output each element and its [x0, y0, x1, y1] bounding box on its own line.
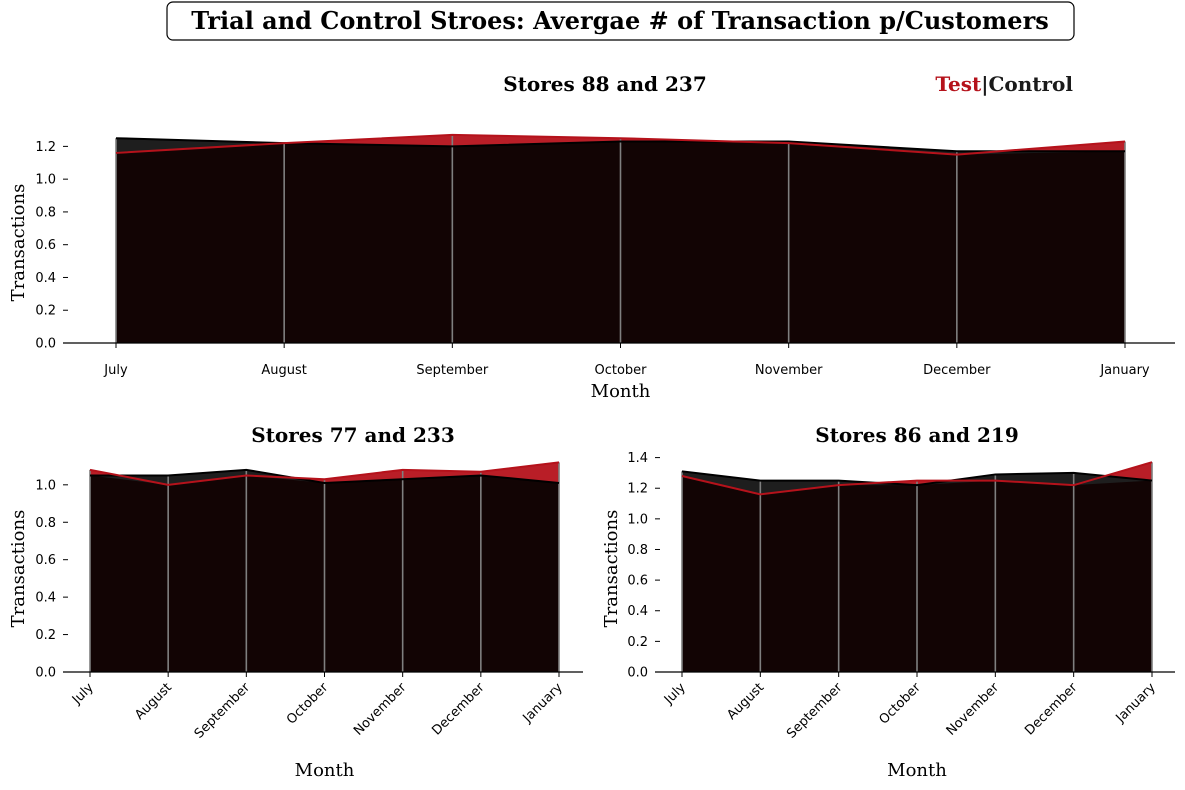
- y-tick-label: 0.6: [627, 574, 648, 589]
- y-tick-label: 1.2: [35, 140, 56, 155]
- x-tick-label-december: December: [1022, 680, 1081, 739]
- x-tick-label-july: July: [103, 363, 128, 378]
- y-tick-label: 0.8: [35, 516, 56, 531]
- x-tick-label-september: September: [784, 680, 846, 742]
- legend-control-label: Control: [988, 72, 1073, 96]
- x-tick-label-november: November: [944, 680, 1003, 739]
- y-tick-label: 0.4: [35, 271, 56, 286]
- legend-separator: |: [981, 72, 988, 96]
- y-tick-label: 1.0: [35, 478, 56, 493]
- panel-title: Stores 86 and 219: [815, 423, 1019, 447]
- y-tick-label: 0.0: [627, 666, 648, 681]
- y-tick-label: 1.0: [627, 512, 648, 527]
- chart-panel-stores-88-237: 0.0 0.2 0.4 0.6 0.8 1.0 1.2 July August September…: [8, 72, 1175, 402]
- x-tick-label-september: September: [192, 680, 254, 742]
- figure-title: Trial and Control Stroes: Avergae # of T…: [191, 6, 1048, 35]
- y-axis-label: Transactions: [8, 184, 29, 302]
- y-tick-label: 0.2: [35, 304, 56, 319]
- x-tick-label-july: July: [69, 680, 97, 708]
- y-tick-label: 1.2: [627, 482, 648, 497]
- y-tick-label: 0.4: [35, 591, 56, 606]
- y-tick-label: 0.6: [35, 553, 56, 568]
- x-tick-label-november: November: [351, 680, 410, 739]
- chart-panel-stores-77-233: 0.0 0.2 0.4 0.6 0.8 1.0 July August September Oct…: [8, 423, 583, 781]
- x-axis-label: Month: [591, 381, 651, 402]
- y-axis-label: Transactions: [601, 510, 622, 628]
- x-tick-label-october: October: [876, 680, 924, 728]
- y-tick-label: 0.6: [35, 238, 56, 253]
- y-axis-label: Transactions: [8, 510, 29, 628]
- y-tick-label: 0.8: [627, 543, 648, 558]
- legend-test-label: Test: [935, 72, 982, 96]
- x-tick-label-september: September: [416, 363, 489, 378]
- y-tick-label: 0.4: [627, 604, 648, 619]
- x-axis-label: Month: [887, 760, 947, 781]
- x-tick-label-november: November: [755, 363, 823, 378]
- x-tick-label-january: January: [1099, 363, 1150, 378]
- y-tick-label: 0.0: [35, 337, 56, 352]
- x-tick-label-december: December: [923, 363, 991, 378]
- x-tick-label-december: December: [429, 680, 488, 739]
- legend: Test|Control: [935, 72, 1073, 96]
- x-tick-label-october: October: [284, 680, 332, 728]
- panel-title: Stores 88 and 237: [503, 72, 707, 96]
- x-tick-label-july: July: [661, 680, 689, 708]
- x-axis-label: Month: [295, 760, 355, 781]
- y-tick-label: 1.0: [35, 173, 56, 188]
- x-tick-label-august: August: [724, 680, 767, 723]
- x-tick-label-october: October: [594, 363, 647, 378]
- panel-title: Stores 77 and 233: [251, 423, 455, 447]
- y-tick-label: 0.2: [35, 628, 56, 643]
- x-tick-label-august: August: [261, 363, 307, 378]
- figure-title-group: Trial and Control Stroes: Avergae # of T…: [166, 1, 1075, 41]
- y-tick-label: 0.8: [35, 205, 56, 220]
- chart-panel-stores-86-219: 0.0 0.2 0.4 0.6 0.8 1.0 1.2 1.4 July August Septem…: [601, 423, 1175, 781]
- y-tick-label: 0.2: [627, 635, 648, 650]
- y-tick-label: 0.0: [35, 666, 56, 681]
- x-tick-label-january: January: [1113, 680, 1159, 726]
- figure-title-box: [166, 1, 1075, 41]
- x-tick-label-august: August: [132, 680, 175, 723]
- x-tick-label-january: January: [520, 680, 566, 726]
- y-tick-label: 1.4: [627, 451, 648, 466]
